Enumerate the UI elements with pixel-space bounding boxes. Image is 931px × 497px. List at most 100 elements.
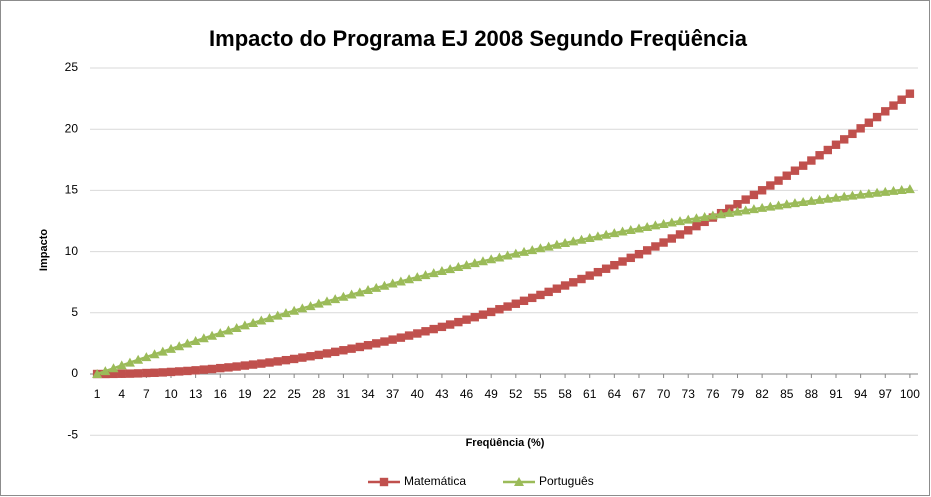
triangle-marker [699, 211, 710, 221]
triangle-marker [666, 217, 677, 227]
y-tick-label: -5 [67, 427, 78, 441]
square-marker [840, 135, 849, 144]
square-marker [454, 317, 463, 327]
triangle-marker [814, 194, 825, 204]
square-marker [166, 367, 176, 377]
triangle-marker [371, 282, 382, 292]
legend-item: Matemática [368, 474, 466, 488]
triangle-marker [617, 226, 628, 236]
triangle-marker [223, 325, 234, 335]
triangle-marker [256, 315, 267, 325]
triangle-marker [313, 298, 324, 308]
square-marker [659, 238, 668, 247]
triangle-marker [412, 272, 423, 282]
y-axis-title: Impacto [38, 229, 50, 271]
square-marker [330, 347, 340, 357]
square-marker [807, 156, 816, 165]
x-tick-label: 55 [534, 387, 548, 401]
square-marker [109, 369, 118, 379]
square-marker [298, 353, 307, 362]
y-tick-label: 15 [65, 183, 79, 197]
y-tick-label: 5 [71, 305, 78, 319]
triangle-marker [904, 184, 915, 194]
x-tick-label: 46 [460, 387, 474, 401]
square-marker [339, 346, 348, 355]
triangle-marker [773, 200, 784, 210]
square-marker [610, 260, 619, 270]
square-marker [273, 357, 282, 366]
triangle-marker [847, 190, 858, 200]
triangle-marker [272, 310, 283, 320]
chart-title: Impacto do Programa EJ 2008 Segundo Freq… [209, 26, 748, 51]
triangle-marker [510, 248, 521, 258]
triangle-marker [740, 205, 751, 215]
triangle-marker [305, 301, 316, 311]
square-marker [175, 367, 184, 376]
square-marker [560, 281, 570, 290]
square-marker [404, 331, 414, 340]
x-tick-label: 91 [829, 387, 843, 401]
square-marker [199, 365, 209, 374]
triangle-marker [165, 343, 176, 353]
triangle-marker [707, 210, 718, 220]
triangle-marker [280, 308, 291, 318]
triangle-marker [748, 204, 759, 214]
x-tick-label: 7 [143, 387, 150, 401]
triangle-marker [855, 189, 866, 199]
y-tick-label: 10 [65, 244, 79, 258]
triangle-marker [551, 239, 562, 249]
triangle-marker [716, 209, 727, 219]
square-marker [684, 226, 693, 235]
triangle-marker [92, 369, 103, 378]
square-marker [503, 302, 512, 311]
square-marker [831, 140, 841, 149]
square-marker [642, 246, 652, 255]
square-marker [544, 287, 553, 297]
square-marker [478, 310, 488, 319]
triangle-marker [124, 357, 135, 367]
x-tick-label: 10 [164, 387, 178, 401]
x-tick-label: 79 [731, 387, 745, 401]
square-marker [306, 352, 315, 361]
x-tick-label: 19 [238, 387, 252, 401]
triangle-marker [174, 341, 185, 351]
square-marker [117, 369, 126, 378]
y-tick-label: 25 [65, 60, 79, 74]
square-marker [897, 95, 906, 104]
triangle-marker [789, 198, 800, 208]
triangle-marker [338, 291, 349, 301]
triangle-marker [346, 289, 357, 299]
x-axis-title: Freqüência (%) [466, 437, 545, 449]
square-marker [757, 186, 767, 195]
triangle-marker [116, 360, 127, 370]
triangle-marker [149, 349, 160, 359]
triangle-marker [863, 188, 874, 198]
square-marker [486, 307, 496, 317]
square-marker [749, 190, 759, 200]
triangle-marker [609, 228, 620, 238]
square-marker [856, 124, 865, 133]
triangle-marker [330, 294, 341, 304]
square-marker [618, 257, 627, 266]
triangle-marker [321, 296, 332, 306]
square-marker [782, 171, 791, 180]
square-marker [429, 324, 438, 334]
square-marker [380, 337, 389, 346]
square-marker [437, 322, 447, 332]
x-tick-label: 94 [854, 387, 868, 401]
square-marker [692, 221, 701, 231]
triangle-marker [477, 256, 488, 266]
square-marker [314, 350, 323, 360]
square-marker [864, 118, 874, 127]
triangle-marker [765, 201, 776, 211]
x-tick-label: 70 [657, 387, 671, 401]
square-marker [585, 271, 594, 280]
triangle-marker [486, 254, 497, 264]
square-marker [881, 107, 890, 116]
square-marker [158, 368, 167, 377]
triangle-marker [387, 278, 398, 288]
square-marker [815, 151, 824, 160]
square-marker [569, 278, 578, 287]
